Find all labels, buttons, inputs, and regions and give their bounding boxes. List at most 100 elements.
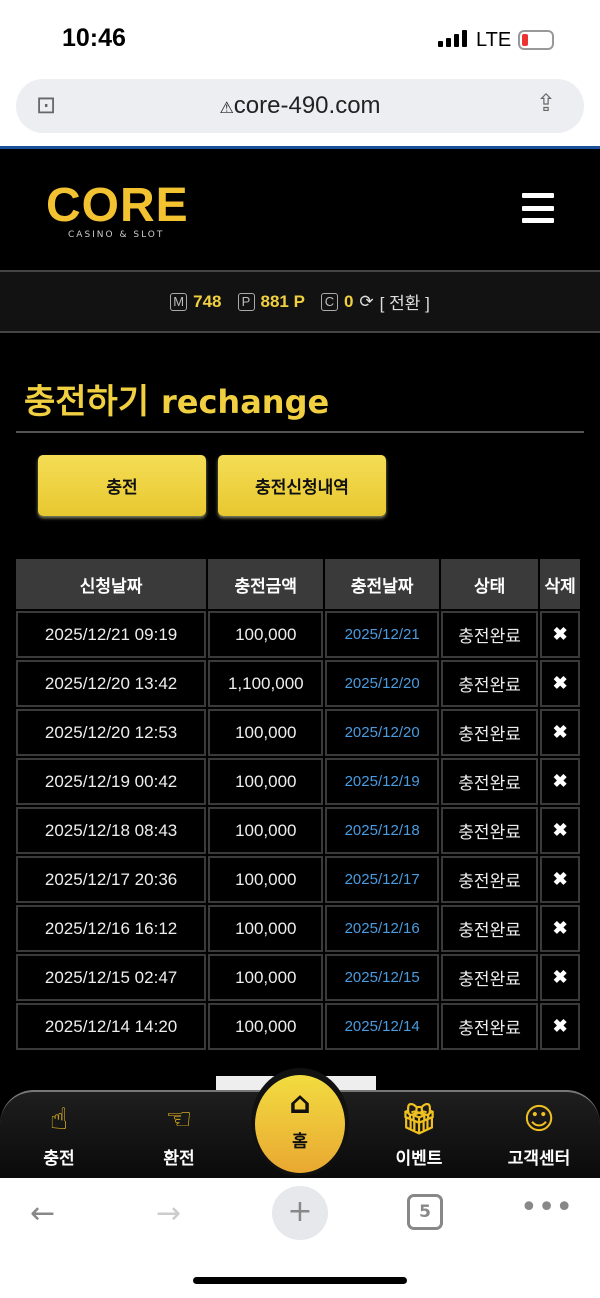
home-heart-icon: ⌂	[289, 1086, 311, 1121]
delete-icon[interactable]: ✖	[540, 954, 580, 1001]
request-date: 2025/12/18 08:43	[16, 807, 207, 854]
charge-date[interactable]: 2025/12/17	[325, 856, 439, 903]
charge-date[interactable]: 2025/12/19	[325, 758, 439, 805]
delete-icon[interactable]: ✖	[540, 905, 580, 952]
status: 충전완료	[440, 807, 539, 854]
charge-date[interactable]: 2025/12/18	[325, 807, 439, 854]
delete-icon[interactable]: ✖	[540, 1003, 580, 1050]
status: 충전완료	[440, 954, 539, 1001]
charge-history-button[interactable]: 충전신청내역	[218, 455, 386, 516]
money-value: 748	[193, 291, 222, 311]
charge-amount: 100,000	[208, 611, 324, 658]
request-date: 2025/12/15 02:47	[16, 954, 207, 1001]
delete-icon[interactable]: ✖	[540, 709, 580, 756]
page-title: 충전하기 rechange	[24, 374, 329, 423]
charge-date[interactable]: 2025/12/21	[325, 611, 439, 658]
charge-amount: 100,000	[208, 709, 324, 756]
signal-icon	[438, 30, 467, 47]
forward-icon[interactable]: →	[156, 1196, 182, 1231]
charge-hand-icon: ☝	[49, 1102, 69, 1137]
delete-icon[interactable]: ✖	[540, 758, 580, 805]
request-date: 2025/12/16 16:12	[16, 905, 207, 952]
charge-date[interactable]: 2025/12/20	[325, 709, 439, 756]
nav-support[interactable]: ☺ 고객센터	[484, 1100, 594, 1169]
charge-amount: 100,000	[208, 954, 324, 1001]
charge-button[interactable]: 충전	[38, 455, 206, 516]
exchange-hand-icon: ☜	[165, 1102, 193, 1137]
table-row: 2025/12/16 16:12 100,000 2025/12/16 충전완료 ✖	[16, 905, 580, 952]
table-row: 2025/12/17 20:36 100,000 2025/12/17 충전완료 ✖	[16, 856, 580, 903]
status: 충전완료	[440, 660, 539, 707]
warning-icon: ⚠	[219, 100, 234, 117]
title-english: rechange	[160, 383, 330, 421]
column-header: 상태	[440, 559, 539, 609]
balance-bar: M 748 P 881 P C 0 ⟳ [ 전환 ]	[0, 270, 600, 333]
logo[interactable]: CORE CASINO & SLOT	[46, 179, 189, 241]
charge-amount: 100,000	[208, 807, 324, 854]
delete-icon[interactable]: ✖	[540, 856, 580, 903]
table-row: 2025/12/20 12:53 100,000 2025/12/20 충전완료 ✖	[16, 709, 580, 756]
charge-amount: 100,000	[208, 1003, 324, 1050]
casino-value: 0	[343, 291, 354, 311]
nav-event[interactable]: 🎁︎ 이벤트	[364, 1100, 474, 1169]
request-date: 2025/12/20 13:42	[16, 660, 207, 707]
charge-amount: 1,100,000	[208, 660, 324, 707]
nav-exchange[interactable]: ☜ 환전	[124, 1100, 234, 1169]
share-icon[interactable]: ⇪	[536, 89, 557, 117]
point-icon: P	[237, 292, 255, 311]
nav-home[interactable]: ⌂ 홈	[251, 1068, 349, 1176]
charge-history-table: 신청날짜 충전금액 충전날짜 상태 삭제 2025/12/21 09:19 100,000…	[14, 557, 582, 1052]
column-header: 충전날짜	[325, 559, 439, 609]
status: 충전완료	[440, 856, 539, 903]
charge-amount: 100,000	[208, 856, 324, 903]
more-icon[interactable]: •••	[520, 1190, 574, 1225]
request-date: 2025/12/14 14:20	[16, 1003, 207, 1050]
switch-button[interactable]: [ 전환 ]	[379, 294, 430, 313]
charge-date[interactable]: 2025/12/15	[325, 954, 439, 1001]
request-date: 2025/12/19 00:42	[16, 758, 207, 805]
request-date: 2025/12/17 20:36	[16, 856, 207, 903]
column-header: 삭제	[540, 559, 580, 609]
url-text: core-490.com	[233, 92, 381, 119]
tabs-button[interactable]: 5	[407, 1194, 443, 1230]
address-bar-container: ⊡ ⚠core-490.com ⇪	[0, 64, 600, 148]
table-row: 2025/12/21 09:19 100,000 2025/12/21 충전완료 ✖	[16, 611, 580, 658]
casino-icon: C	[320, 292, 338, 311]
delete-icon[interactable]: ✖	[540, 611, 580, 658]
column-header: 신청날짜	[16, 559, 207, 609]
title-korean: 충전하기	[24, 382, 150, 422]
money-icon: M	[170, 292, 188, 311]
battery-icon	[518, 30, 554, 50]
nav-charge[interactable]: ☝ 충전	[4, 1100, 114, 1169]
table-row: 2025/12/15 02:47 100,000 2025/12/15 충전완료 ✖	[16, 954, 580, 1001]
home-indicator	[193, 1277, 407, 1284]
charge-date[interactable]: 2025/12/20	[325, 660, 439, 707]
status: 충전완료	[440, 1003, 539, 1050]
charge-amount: 100,000	[208, 905, 324, 952]
menu-icon[interactable]	[522, 193, 554, 223]
charge-amount: 100,000	[208, 758, 324, 805]
refresh-icon[interactable]: ⟳	[359, 291, 374, 311]
status-bar: 10:46 LTE	[0, 0, 600, 64]
charge-date[interactable]: 2025/12/14	[325, 1003, 439, 1050]
status: 충전완료	[440, 905, 539, 952]
support-agent-icon: ☺	[523, 1102, 555, 1137]
request-date: 2025/12/20 12:53	[16, 709, 207, 756]
point-value: 881 P	[260, 291, 305, 311]
page-tools-icon[interactable]: ⊡	[36, 91, 57, 119]
new-tab-icon[interactable]: +	[272, 1186, 328, 1240]
delete-icon[interactable]: ✖	[540, 807, 580, 854]
header-top-line	[0, 146, 600, 149]
table-row: 2025/12/20 13:42 1,100,000 2025/12/20 충전완료 ✖	[16, 660, 580, 707]
status: 충전완료	[440, 611, 539, 658]
charge-date[interactable]: 2025/12/16	[325, 905, 439, 952]
logo-text: CORE	[46, 179, 189, 232]
table-row: 2025/12/19 00:42 100,000 2025/12/19 충전완료 ✖	[16, 758, 580, 805]
back-icon[interactable]: ←	[30, 1196, 56, 1231]
table-row: 2025/12/14 14:20 100,000 2025/12/14 충전완료 ✖	[16, 1003, 580, 1050]
table-row: 2025/12/18 08:43 100,000 2025/12/18 충전완료 ✖	[16, 807, 580, 854]
address-bar[interactable]: ⊡ ⚠core-490.com ⇪	[16, 79, 584, 133]
delete-icon[interactable]: ✖	[540, 660, 580, 707]
request-date: 2025/12/21 09:19	[16, 611, 207, 658]
clock: 10:46	[62, 24, 126, 52]
